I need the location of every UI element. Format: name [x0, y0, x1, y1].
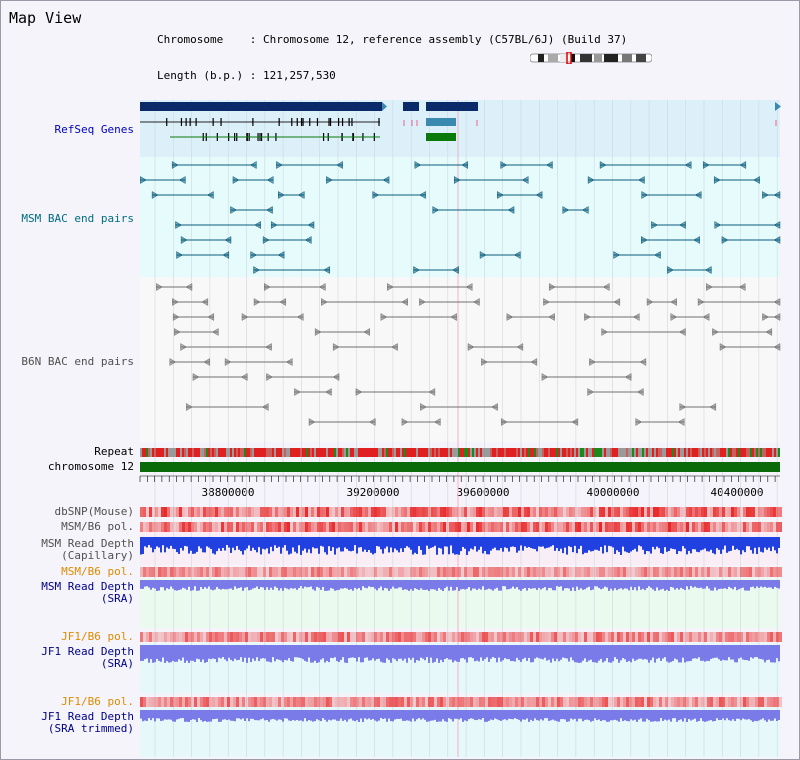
jf1-depth-trim-sub: (SRA trimmed): [47, 722, 134, 735]
msm-depth-sra-sub: (SRA): [100, 592, 134, 605]
axis-tick-label: 39600000: [456, 486, 510, 499]
msm-depth-cap-sub: (Capillary): [61, 549, 134, 562]
coverage-info: Read coverage check span : 10,000: [149, 141, 368, 154]
jf1-depth-sra-label[interactable]: JF1 Read Depth: [41, 645, 134, 658]
region-info: Chromosome : Chromosome 12, reference as…: [149, 10, 627, 166]
b6n-bac-label[interactable]: B6N BAC end pairs: [21, 355, 134, 368]
refseq-genes-label[interactable]: RefSeq Genes: [54, 123, 134, 136]
axis-tick-label: 39200000: [346, 486, 400, 499]
chromosome-ideogram[interactable]: [530, 52, 652, 64]
jf1-pol2-label[interactable]: JF1/B6 pol.: [61, 695, 134, 708]
show-info: Show (b.p.) : 38,611,675-40,612,263 : 2,…: [171, 105, 503, 118]
axis-tick-label: 38800000: [201, 486, 255, 499]
msm-pol2-label[interactable]: MSM/B6 pol.: [61, 565, 134, 578]
jf1-depth-trim-label[interactable]: JF1 Read Depth: [41, 710, 134, 723]
chromosome-label: chromosome 12: [47, 460, 134, 473]
dbsnp-label[interactable]: dbSNP(Mouse): [54, 505, 134, 518]
jf1-depth-sra-sub: (SRA): [100, 657, 134, 670]
jf1-pol-label[interactable]: JF1/B6 pol.: [61, 630, 134, 643]
page-title: Map View: [9, 9, 82, 27]
length-info: Length (b.p.) : 121,257,530: [157, 69, 336, 82]
axis-tick-label: 40000000: [586, 486, 640, 499]
msm-bac-label[interactable]: MSM BAC end pairs: [21, 212, 134, 225]
msm-depth-cap-label[interactable]: MSM Read Depth: [41, 537, 134, 550]
axis-tick-label: 40400000: [710, 486, 764, 499]
chromosome-info: Chromosome : Chromosome 12, reference as…: [157, 33, 628, 46]
msm-depth-sra-label[interactable]: MSM Read Depth: [41, 580, 134, 593]
msm-pol-label[interactable]: MSM/B6 pol.: [61, 520, 134, 533]
repeat-label[interactable]: Repeat: [94, 445, 134, 458]
